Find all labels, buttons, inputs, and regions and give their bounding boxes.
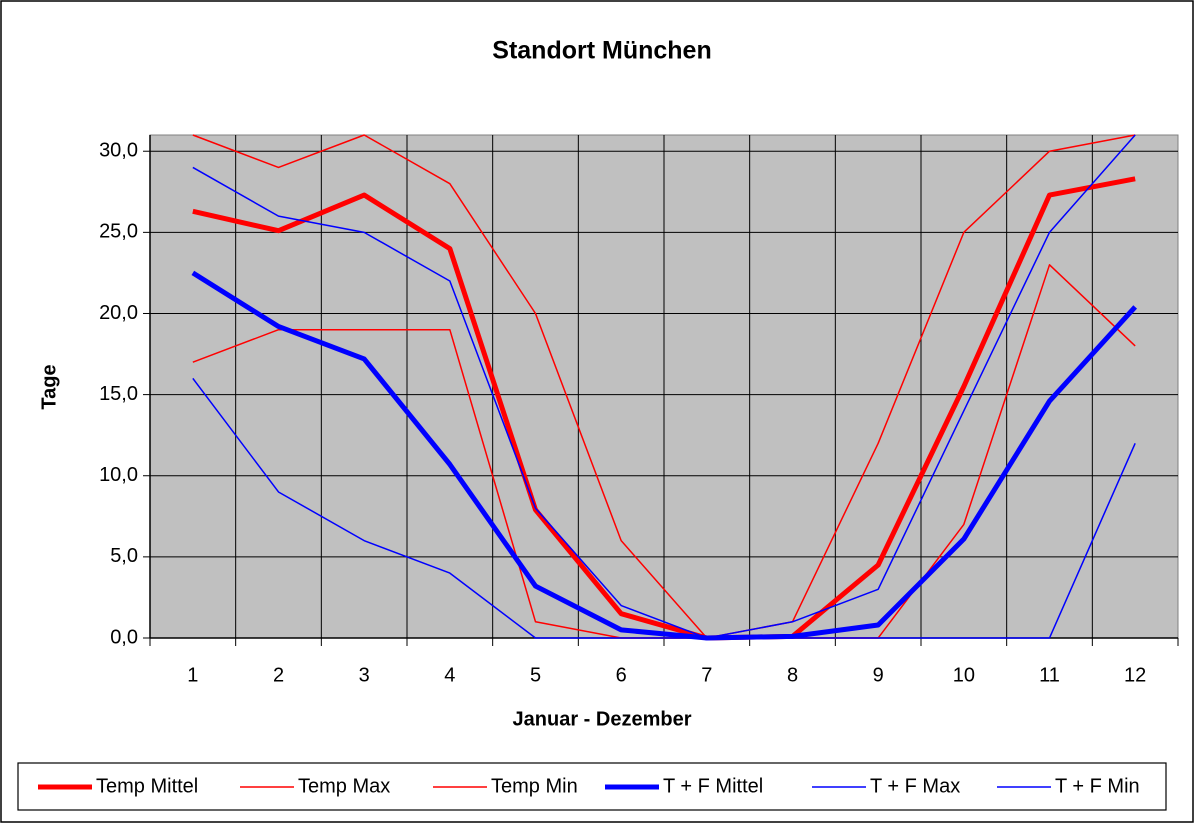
y-tick-label: 5,0 <box>110 545 138 567</box>
legend-label: Temp Mittel <box>96 775 198 797</box>
chart-title: Standort München <box>492 37 711 65</box>
x-tick-label: 2 <box>273 664 284 686</box>
x-tick-label: 8 <box>787 664 798 686</box>
x-tick-label: 5 <box>530 664 541 686</box>
x-tick-label: 6 <box>616 664 627 686</box>
y-tick-label: 25,0 <box>99 221 138 243</box>
y-tick-label: 0,0 <box>110 626 138 648</box>
legend-label: Temp Max <box>298 775 390 797</box>
y-tick-label: 20,0 <box>99 302 138 324</box>
series-line <box>191 270 1138 641</box>
legend-label: T + F Mittel <box>663 775 763 797</box>
y-axis-label: Tage <box>38 364 60 409</box>
x-tick-label: 7 <box>701 664 712 686</box>
x-tick-label: 9 <box>873 664 884 686</box>
series-line <box>192 377 1136 639</box>
x-tick-label: 11 <box>1039 664 1060 686</box>
series-line <box>192 176 1136 641</box>
x-tick-label: 12 <box>1124 664 1146 686</box>
legend-box <box>17 762 1167 811</box>
legend-label: T + F Max <box>870 775 960 797</box>
y-tick-label: 15,0 <box>99 383 138 405</box>
x-tick-label: 4 <box>444 664 455 686</box>
y-tick-label: 30,0 <box>99 140 138 162</box>
x-axis-label: Januar - Dezember <box>513 708 692 730</box>
series-line <box>192 134 1136 639</box>
legend-label: Temp Min <box>491 775 578 797</box>
y-tick-label: 10,0 <box>99 464 138 486</box>
x-tick-label: 3 <box>359 664 370 686</box>
legend-label: T + F Min <box>1055 775 1140 797</box>
x-tick-label: 1 <box>187 664 198 686</box>
series-line <box>192 134 1136 639</box>
x-tick-label: 10 <box>953 664 975 686</box>
